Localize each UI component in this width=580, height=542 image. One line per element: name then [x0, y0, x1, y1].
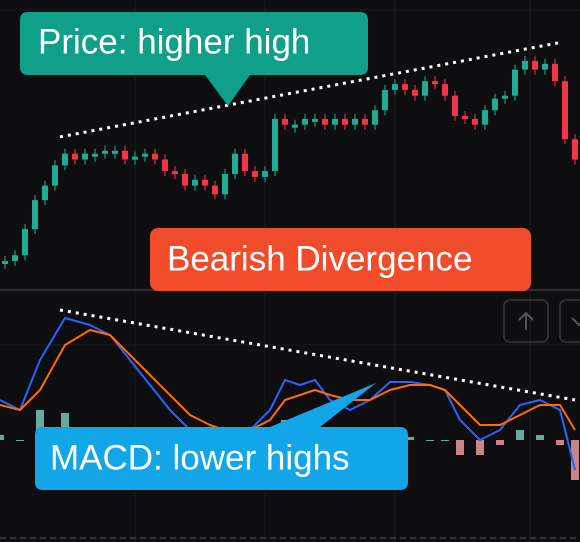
candle: [472, 118, 478, 125]
histogram-bar: [536, 435, 544, 440]
candle: [172, 171, 178, 175]
arrow-icon: [571, 317, 580, 327]
candle: [82, 153, 88, 160]
candle: [412, 89, 418, 96]
candle: [42, 185, 48, 201]
histogram-bar: [456, 440, 464, 455]
candle: [102, 150, 108, 154]
histogram-bar: [496, 440, 504, 445]
candle: [192, 179, 198, 186]
candle: [242, 153, 248, 172]
candle: [382, 89, 388, 111]
histogram-bar: [556, 440, 564, 445]
candle: [522, 60, 528, 70]
title-callout: Bearish Divergence: [150, 228, 531, 291]
candle: [452, 95, 458, 116]
histogram-bar: [61, 413, 69, 440]
callout-box: [35, 383, 408, 490]
candle: [432, 81, 438, 85]
candle: [262, 171, 268, 177]
scroll-up-button[interactable]: [503, 299, 549, 343]
candle: [362, 118, 368, 125]
histogram-bar: [441, 440, 449, 441]
histogram-bar: [406, 437, 414, 440]
candle: [442, 84, 448, 96]
candle: [272, 118, 278, 172]
candle: [372, 110, 378, 125]
candle: [462, 116, 468, 119]
candle: [72, 153, 78, 160]
histogram-bar: [476, 440, 484, 455]
candle: [162, 159, 168, 172]
candle: [542, 63, 548, 70]
scroll-down-button[interactable]: [559, 299, 580, 343]
histogram-bar: [0, 435, 4, 440]
candle: [292, 124, 298, 128]
candle: [312, 118, 318, 122]
candle: [332, 118, 338, 125]
candle: [122, 150, 128, 160]
candle: [202, 179, 208, 186]
candle: [232, 153, 238, 174]
candle: [132, 156, 138, 160]
callout-box: [20, 12, 368, 106]
candle: [152, 153, 158, 160]
candle: [532, 60, 538, 70]
candle: [502, 95, 508, 99]
price-callout: Price: higher high: [20, 12, 368, 106]
candle: [482, 110, 488, 125]
candle: [282, 118, 288, 125]
histogram-bar: [16, 440, 24, 441]
candle: [402, 84, 408, 90]
candle: [492, 98, 498, 111]
candle: [352, 118, 358, 125]
candle: [52, 165, 58, 186]
candle: [142, 153, 148, 157]
candle: [342, 118, 348, 125]
candle: [62, 153, 68, 166]
title: Bearish Divergence: [167, 239, 472, 278]
callout-text: MACD: lower highs: [50, 438, 350, 477]
candle: [302, 118, 308, 125]
candle: [572, 139, 578, 160]
candle: [562, 81, 568, 140]
macd-callout: MACD: lower highs: [35, 383, 408, 490]
candle: [222, 174, 228, 195]
candle: [252, 171, 258, 177]
callout-box: [150, 228, 531, 291]
histogram-bar: [36, 410, 44, 440]
candle: [212, 185, 218, 195]
histogram-bar: [516, 430, 524, 440]
line-series: [0, 329, 576, 433]
candle: [32, 200, 38, 230]
candle: [422, 81, 428, 96]
candle: [322, 118, 328, 125]
callout-text: Price: higher high: [38, 22, 310, 61]
candle: [182, 174, 188, 186]
arrow-icon: [518, 311, 534, 330]
candle: [92, 153, 98, 157]
histogram-bar: [426, 440, 434, 441]
candle: [2, 261, 8, 264]
candle: [512, 69, 518, 96]
candle: [12, 255, 18, 261]
histogram-bar: [571, 440, 579, 480]
candle: [112, 150, 118, 154]
candle: [552, 63, 558, 82]
candle: [22, 229, 28, 256]
buttons: [503, 299, 580, 343]
candle: [392, 84, 398, 90]
